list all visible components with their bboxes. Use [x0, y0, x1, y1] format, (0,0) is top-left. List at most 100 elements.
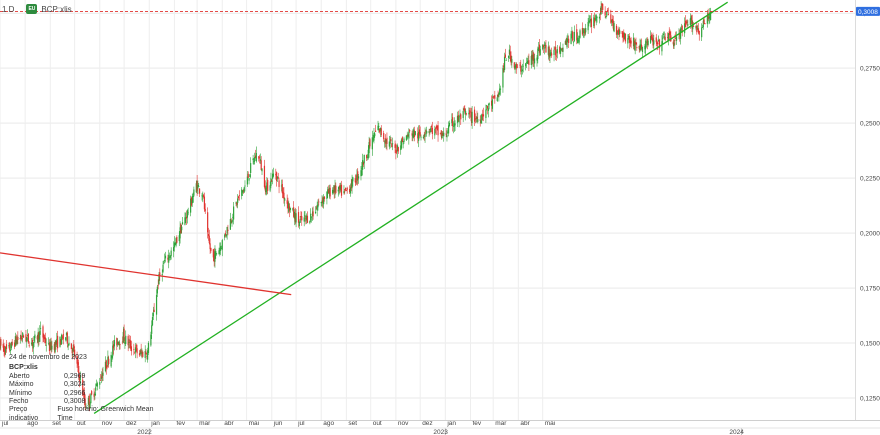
- candle-body: [362, 162, 365, 165]
- candle-body: [647, 40, 649, 46]
- candle-body: [130, 340, 132, 349]
- month-tick-label: jan: [150, 420, 160, 427]
- candle-body: [448, 122, 451, 127]
- candle-body: [304, 215, 306, 217]
- candle-body: [3, 345, 5, 352]
- candle-body: [20, 335, 22, 339]
- candle-body: [377, 125, 379, 131]
- candle-body: [545, 45, 547, 53]
- candle-body: [572, 41, 575, 43]
- candle-body: [464, 108, 466, 113]
- candle-body: [356, 173, 358, 181]
- candle-body: [516, 64, 518, 69]
- candle-body: [525, 63, 527, 67]
- candle-body: [615, 25, 618, 35]
- candle-body: [129, 340, 131, 342]
- candle-body: [514, 65, 516, 69]
- candle-body: [657, 42, 659, 45]
- indicative-price-label: Preço indicativo: [9, 406, 39, 422]
- candle-body: [335, 185, 337, 193]
- candle-body: [502, 68, 504, 88]
- candle-body: [270, 178, 272, 186]
- candle-body: [576, 37, 579, 43]
- candle-body: [233, 206, 235, 220]
- candle-body: [229, 219, 231, 230]
- month-tick-label: abr: [520, 420, 530, 427]
- candle-body: [76, 355, 78, 364]
- symbol-label[interactable]: BCP:xlis: [41, 4, 72, 14]
- candle-body: [617, 30, 619, 33]
- candle-body: [503, 65, 505, 68]
- candle-body: [142, 351, 144, 357]
- candle-body: [650, 34, 652, 39]
- candle-body: [361, 167, 363, 170]
- candle-body: [371, 137, 373, 150]
- candle-body: [38, 332, 40, 340]
- candle-body: [84, 398, 86, 408]
- candle-body: [622, 32, 624, 38]
- candle-body: [451, 119, 453, 123]
- candle-body: [494, 95, 496, 99]
- candle-body: [588, 20, 590, 22]
- candle-body: [689, 18, 691, 25]
- month-tick-label: mar: [199, 420, 211, 427]
- candle-body: [394, 144, 396, 148]
- candle-body: [258, 157, 261, 159]
- candle-body: [595, 15, 597, 21]
- candle-body: [508, 55, 510, 58]
- candle-body: [195, 183, 197, 193]
- candle-body: [434, 129, 436, 136]
- candle-body: [417, 133, 419, 139]
- candle-body: [402, 143, 404, 145]
- candle-body: [99, 380, 102, 381]
- interval-label[interactable]: 1 D: [2, 4, 15, 14]
- month-tick-label: jun: [273, 420, 283, 427]
- candle-body: [613, 23, 615, 32]
- candle-body: [536, 57, 538, 61]
- candle-body: [587, 21, 589, 31]
- candle-body: [583, 31, 585, 33]
- candle-body: [606, 11, 608, 16]
- candle-body: [50, 342, 52, 350]
- candle-body: [67, 345, 69, 347]
- candle-body: [425, 130, 427, 132]
- candle-body: [695, 25, 697, 29]
- candle-body: [127, 336, 129, 346]
- candle-body: [430, 128, 432, 133]
- candle-body: [516, 66, 519, 68]
- candle-body: [121, 341, 124, 343]
- price-tick-label: 0,1500: [860, 341, 880, 348]
- candle-body: [82, 392, 85, 394]
- candle-body: [423, 135, 425, 136]
- candle-body: [567, 39, 569, 41]
- candle-body: [185, 217, 187, 219]
- candle-body: [265, 187, 267, 193]
- candle-body: [323, 196, 325, 205]
- candle-body: [447, 125, 450, 134]
- candle-body: [106, 365, 108, 368]
- candle-body: [4, 350, 6, 355]
- candle-body: [93, 393, 95, 397]
- candle-body: [36, 336, 38, 340]
- candle-body: [351, 178, 353, 189]
- candle-body: [269, 185, 271, 191]
- candle-body: [378, 126, 380, 127]
- candle-body: [543, 47, 545, 49]
- candle-body: [277, 177, 279, 178]
- candle-body: [221, 240, 223, 250]
- candle-body: [204, 208, 206, 212]
- candle-body: [207, 234, 210, 237]
- candle-body: [338, 186, 340, 190]
- candle-body: [596, 17, 598, 19]
- candle-body: [22, 335, 25, 338]
- candle-body: [485, 109, 487, 119]
- candle-body: [51, 345, 53, 350]
- candle-body: [706, 14, 708, 24]
- candle-body: [78, 374, 81, 382]
- candle-body: [585, 28, 587, 33]
- candle-body: [184, 217, 186, 225]
- candle-body: [170, 250, 172, 257]
- candle-body: [321, 200, 323, 204]
